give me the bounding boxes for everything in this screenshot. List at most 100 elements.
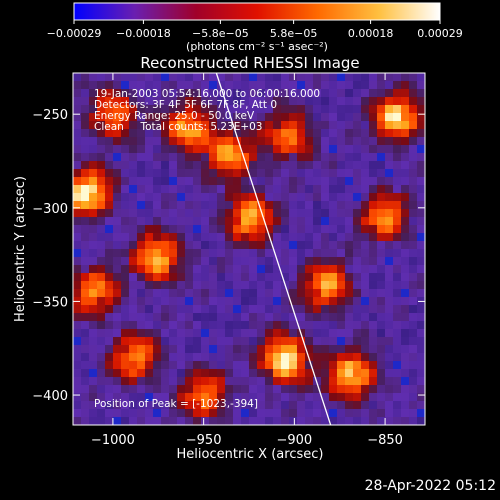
heatmap-cell (201, 321, 210, 330)
heatmap-cell (169, 345, 178, 354)
heatmap-cell (121, 161, 130, 170)
heatmap-cell (361, 217, 370, 226)
heatmap-cell (361, 257, 370, 266)
heatmap-cell (305, 257, 314, 266)
heatmap-cell (345, 401, 354, 410)
heatmap-cell (201, 105, 210, 114)
heatmap-cell (185, 73, 194, 82)
heatmap-cell (233, 361, 242, 370)
heatmap-cell (81, 193, 90, 202)
heatmap-cell (121, 233, 130, 242)
heatmap-cell (217, 177, 226, 186)
heatmap-cell (345, 105, 354, 114)
heatmap-cell (153, 377, 162, 386)
heatmap-cell (153, 289, 162, 298)
heatmap-cell (393, 89, 402, 98)
heatmap-cell (249, 385, 258, 394)
heatmap-cell (161, 193, 170, 202)
heatmap-cell (281, 193, 290, 202)
heatmap-cell (113, 417, 122, 425)
heatmap-cell (233, 297, 242, 306)
heatmap-cell (129, 121, 138, 130)
heatmap-cell (385, 305, 394, 314)
heatmap-cell (409, 97, 418, 106)
heatmap-cell (129, 161, 138, 170)
heatmap-cell (121, 369, 130, 378)
heatmap-cell (249, 417, 258, 425)
heatmap-cell (233, 185, 242, 194)
heatmap-cell (337, 137, 346, 146)
heatmap-cell (153, 137, 162, 146)
heatmap-cell (265, 89, 274, 98)
heatmap-cell (185, 177, 194, 186)
heatmap-cell (161, 353, 170, 362)
heatmap-cell (145, 369, 154, 378)
heatmap-cell (385, 313, 394, 322)
info-line-clean: Clean Total counts: 5.23E+03 (94, 121, 263, 133)
heatmap-cell (129, 233, 138, 242)
heatmap-cell (353, 185, 362, 194)
heatmap-cell (137, 313, 146, 322)
heatmap-cell (193, 97, 202, 106)
heatmap-cell (153, 353, 162, 362)
heatmap-cell (401, 337, 410, 346)
heatmap-cell (385, 401, 394, 410)
colorbar-tick-label: −5.8e−05 (192, 27, 249, 40)
heatmap-cell (137, 361, 146, 370)
heatmap-cell (305, 281, 314, 290)
heatmap-cell (321, 113, 330, 122)
heatmap-cell (289, 345, 298, 354)
heatmap-cell (289, 89, 298, 98)
heatmap-cell (417, 89, 425, 98)
heatmap-cell (81, 161, 90, 170)
heatmap-cell (145, 393, 154, 402)
heatmap-cell (209, 209, 218, 218)
heatmap-cell (265, 249, 274, 258)
heatmap-cell (177, 193, 186, 202)
heatmap-cell (369, 265, 378, 274)
heatmap-cell (185, 185, 194, 194)
heatmap-cell (353, 73, 362, 82)
heatmap-cell (337, 209, 346, 218)
heatmap-cell (209, 121, 218, 130)
heatmap-cell (185, 209, 194, 218)
peak-position-label: Position of Peak = [-1023,-394] (94, 398, 258, 410)
x-axis-label: Heliocentric X (arcsec) (177, 447, 324, 462)
heatmap-cell (329, 265, 338, 274)
heatmap-cell (249, 345, 258, 354)
heatmap-cell (401, 385, 410, 394)
heatmap-cell (233, 353, 242, 362)
heatmap-cell (289, 369, 298, 378)
heatmap-cell (89, 81, 98, 90)
heatmap-cell (361, 81, 370, 90)
heatmap-cell (225, 401, 234, 410)
colorbar-tick-label: −0.00029 (47, 27, 102, 40)
heatmap-cell (273, 209, 282, 218)
heatmap-cell (177, 161, 186, 170)
heatmap-cell (169, 233, 178, 242)
heatmap-cell (385, 393, 394, 402)
heatmap-cell (281, 265, 290, 274)
heatmap-cell (329, 129, 338, 138)
heatmap-cell (209, 129, 218, 138)
heatmap-cell (217, 201, 226, 210)
heatmap-cell (153, 105, 162, 114)
heatmap-cell (145, 161, 154, 170)
heatmap-cell (105, 369, 114, 378)
heatmap-cell (153, 121, 162, 130)
heatmap-cell (185, 81, 194, 90)
heatmap-cell (337, 393, 346, 402)
heatmap-cell (273, 73, 282, 82)
heatmap-cell (89, 89, 98, 98)
heatmap-cell (329, 113, 338, 122)
heatmap-cell (153, 185, 162, 194)
heatmap-cell (409, 321, 418, 330)
heatmap-cell (249, 209, 258, 218)
heatmap-cell (113, 321, 122, 330)
heatmap-cell (73, 337, 82, 346)
heatmap-cell (401, 249, 410, 258)
heatmap-cell (241, 145, 250, 154)
heatmap-cell (281, 305, 290, 314)
heatmap-cell (329, 73, 338, 82)
heatmap-cell (121, 89, 130, 98)
